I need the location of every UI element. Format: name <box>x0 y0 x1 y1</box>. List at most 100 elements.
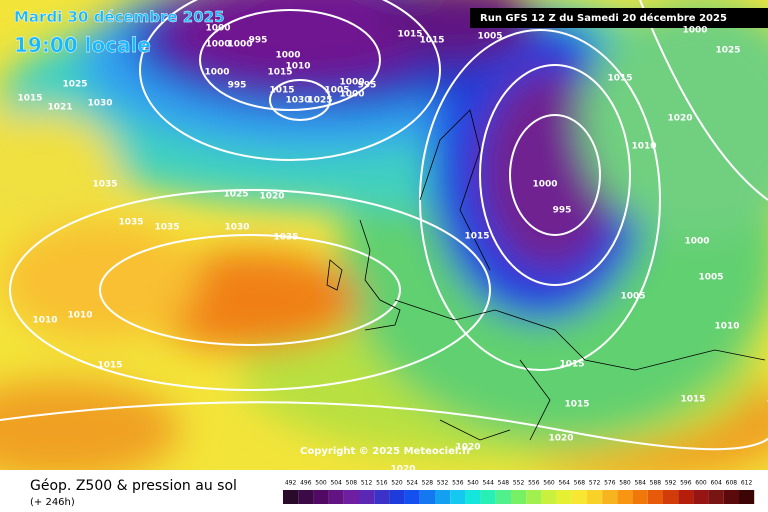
scale-label: 520 <box>391 480 403 487</box>
isobar-label: 1015 <box>17 94 42 104</box>
scale-swatch <box>693 490 709 504</box>
scale-swatch <box>313 490 329 504</box>
scale-label: 556 <box>528 480 540 487</box>
scale-swatch <box>602 490 618 504</box>
scale-swatch <box>419 490 435 504</box>
isobar-label: 1025 <box>62 80 87 90</box>
isobar-label: 1005 <box>477 32 502 42</box>
isobar-label: 1015 <box>397 30 422 40</box>
isobar-label: 1015 <box>269 86 294 96</box>
scale-swatch <box>556 490 572 504</box>
scale-label: 572 <box>589 480 601 487</box>
scale-swatch <box>404 490 420 504</box>
isobar-label: 1015 <box>267 68 292 78</box>
scale-label: 576 <box>604 480 616 487</box>
isobar-label: 1000 <box>275 51 300 61</box>
scale-swatch <box>587 490 603 504</box>
scale-label: 516 <box>376 480 388 487</box>
scale-swatch <box>480 490 496 504</box>
scale-label: 544 <box>482 480 494 487</box>
scale-swatch <box>723 490 739 504</box>
scale-label: 580 <box>619 480 631 487</box>
isobar-label: 1030 <box>87 99 112 109</box>
isobar-label: 1020 <box>455 443 480 453</box>
isobar-label: 1015 <box>680 395 705 405</box>
scale-label: 512 <box>361 480 373 487</box>
scale-label: 496 <box>300 480 312 487</box>
isobar-label: 995 <box>358 81 377 91</box>
scale-label: 536 <box>452 480 464 487</box>
isobar-label: 1005 <box>698 273 723 283</box>
isobar-label: 1020 <box>548 434 573 444</box>
scale-label: 564 <box>558 480 570 487</box>
isobar-label: 1005 <box>324 86 349 96</box>
color-scale: 492 496 500 504 508 512 516 520 524 528 532 536 540 5… <box>283 480 755 504</box>
scale-swatch <box>511 490 527 504</box>
isobar-label: 1035 <box>118 218 143 228</box>
scale-swatch <box>450 490 466 504</box>
isobar-label: 1020 <box>390 465 415 475</box>
isobar-label: 1030 <box>285 96 310 106</box>
isobar-label: 995 <box>553 206 572 216</box>
scale-swatch <box>663 490 679 504</box>
scale-swatch <box>571 490 587 504</box>
isobar-label: 1015 <box>419 36 444 46</box>
scale-label: 500 <box>315 480 327 487</box>
isobar-label: 1015 <box>559 360 584 370</box>
scale-swatch <box>739 490 755 504</box>
isobar-label: 1035 <box>92 180 117 190</box>
isobar-label: 995 <box>249 36 268 46</box>
scale-swatch <box>465 490 481 504</box>
scale-label: 588 <box>650 480 662 487</box>
scale-swatch <box>647 490 663 504</box>
scale-swatch <box>328 490 344 504</box>
isobar-label: 1000 <box>339 90 364 100</box>
isobar-label: 1030 <box>224 223 249 233</box>
coastlines <box>326 109 766 441</box>
scale-swatch <box>389 490 405 504</box>
isobar-label: 1010 <box>714 322 739 332</box>
scale-label: 552 <box>513 480 525 487</box>
isobar-label: 1000 <box>205 24 230 34</box>
lead-time: (+ 246h) <box>30 497 75 508</box>
valid-time: 19:00 locale <box>14 33 151 57</box>
isobar-label: 1000 <box>532 180 557 190</box>
scale-label: 592 <box>665 480 677 487</box>
run-info: Run GFS 12 Z du Samedi 20 décembre 2025 <box>480 12 727 24</box>
scale-swatch <box>359 490 375 504</box>
scale-swatch <box>435 490 451 504</box>
scale-label: 492 <box>285 480 297 487</box>
isobar-label: 1015 <box>464 232 489 242</box>
footer-title: Géop. Z500 & pression au sol <box>30 478 237 494</box>
isobar-label: 1005 <box>620 292 645 302</box>
scale-swatch <box>678 490 694 504</box>
isobar-label: 1020 <box>259 192 284 202</box>
scale-label: 608 <box>726 480 738 487</box>
isobar-label: 1020 <box>667 114 692 124</box>
scale-swatch <box>541 490 557 504</box>
isobar-label: 1021 <box>47 103 72 113</box>
isobar-label: 1025 <box>715 46 740 56</box>
scale-swatch <box>708 490 724 504</box>
isobar-label: 1010 <box>631 142 656 152</box>
scale-label: 604 <box>710 480 722 487</box>
copyright: Copyright © 2025 Meteociel.fr <box>300 446 471 457</box>
isobar-label: 1035 <box>154 223 179 233</box>
isobar-labels: 1000100010009951000100099510151010101510… <box>17 24 740 475</box>
scale-swatch <box>632 490 648 504</box>
isobar-label: 1000 <box>204 68 229 78</box>
scale-label: 612 <box>741 480 753 487</box>
scale-label: 528 <box>422 480 434 487</box>
isobar-label: 1000 <box>339 78 364 88</box>
isobar-label: 1010 <box>32 316 57 326</box>
scale-label: 508 <box>346 480 358 487</box>
isobar-label: 1010 <box>285 62 310 72</box>
isobar-label: 1025 <box>307 96 332 106</box>
scale-swatch <box>343 490 359 504</box>
scale-swatch <box>526 490 542 504</box>
scale-label: 560 <box>543 480 555 487</box>
isobar-label: 1000 <box>205 40 230 50</box>
scale-swatch <box>298 490 314 504</box>
